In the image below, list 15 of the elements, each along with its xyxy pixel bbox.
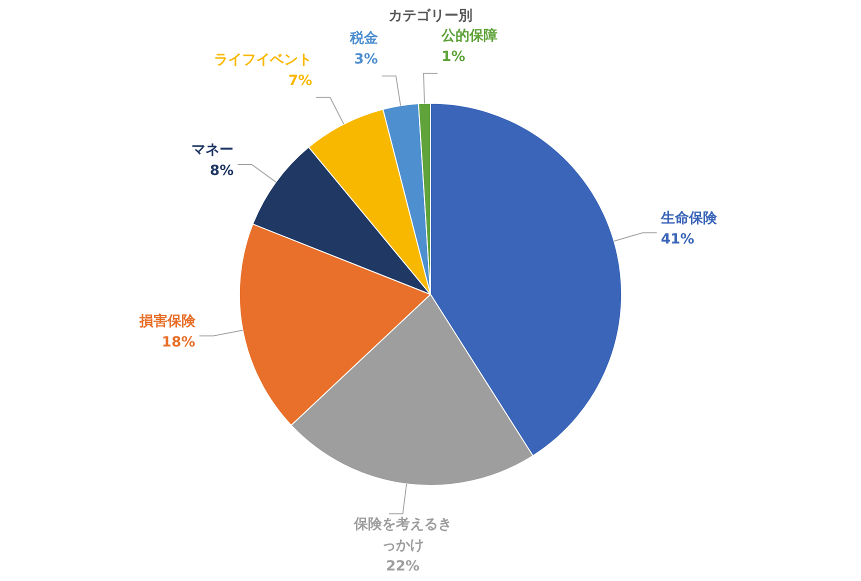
data-label: 22% [386, 558, 420, 574]
data-label: 41% [660, 231, 694, 248]
slice-label: マネー [192, 142, 234, 158]
slice-label: 保険を考えるきっかけ [352, 516, 452, 554]
data-label: 7% [288, 73, 312, 90]
slice-label: 生命保険 [660, 210, 718, 226]
data-label: 8% [210, 163, 234, 180]
data-label: 18% [162, 334, 196, 350]
slice-label: 損害保険 [138, 312, 196, 330]
data-label: 3% [354, 52, 378, 68]
chart-title: カテゴリー別 [388, 8, 472, 24]
data-label: 1% [442, 49, 466, 66]
slice-label: ライフイベント [214, 52, 312, 68]
slice-label: 公的保障 [440, 27, 498, 44]
slice-label: 税金 [348, 30, 379, 47]
